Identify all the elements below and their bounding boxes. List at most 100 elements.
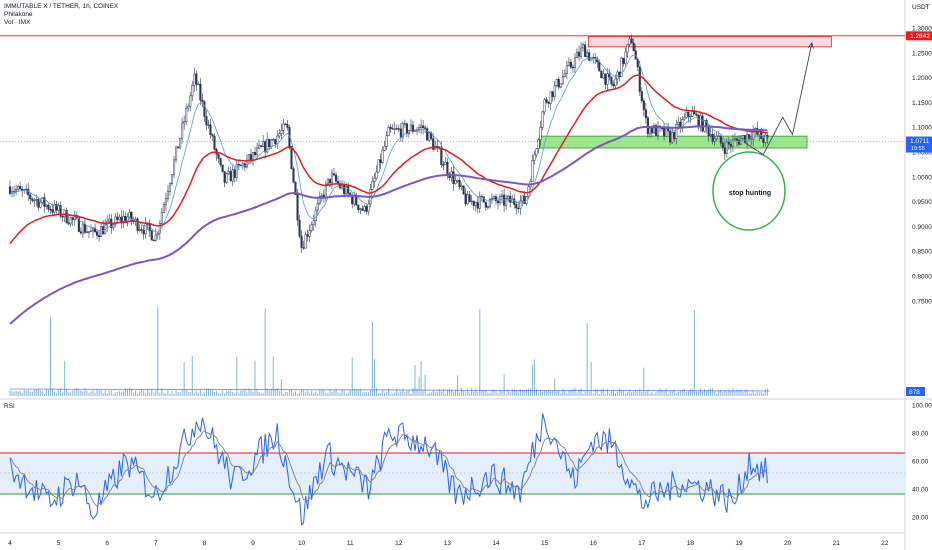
volume-bar — [39, 390, 41, 396]
volume-bar — [303, 390, 305, 396]
volume-bar — [643, 367, 645, 396]
volume-bar — [629, 389, 631, 396]
volume-bar — [384, 392, 386, 396]
candle-body — [535, 148, 538, 156]
candle-body — [428, 132, 431, 141]
volume-bar — [37, 388, 39, 396]
volume-bar — [295, 391, 297, 396]
volume-bar — [331, 391, 333, 396]
volume-bar — [420, 361, 422, 396]
volume-bar — [242, 390, 244, 396]
volume-bar — [153, 392, 155, 396]
volume-bar — [240, 390, 242, 396]
volume-bar — [724, 390, 726, 396]
volume-bar — [390, 393, 392, 396]
candle-body — [278, 133, 281, 137]
candle-body — [701, 115, 704, 132]
candle-body — [478, 195, 481, 209]
volume-bar — [689, 388, 691, 396]
candle-body — [225, 173, 228, 183]
volume-bar — [404, 392, 406, 396]
candle-body — [130, 211, 133, 221]
candle-body — [626, 44, 629, 53]
volume-bar — [730, 390, 732, 396]
volume-bar — [442, 389, 444, 396]
candle-body — [100, 226, 103, 238]
time-tick-label: 8 — [203, 540, 207, 547]
volume-bar — [418, 376, 420, 396]
volume-bar — [23, 389, 25, 396]
volume-bar — [695, 391, 697, 396]
candle-body — [444, 161, 447, 165]
candle-body — [183, 121, 186, 124]
candle-body — [154, 234, 157, 241]
candle-body — [725, 141, 728, 154]
volume-bar — [461, 388, 463, 396]
candle-body — [35, 199, 38, 201]
volume-bar — [232, 391, 234, 396]
volume-bar — [653, 393, 655, 396]
volume-bar — [74, 389, 76, 396]
candle-body — [731, 139, 734, 147]
candle-body — [41, 197, 44, 203]
candle-body — [27, 188, 30, 196]
candle-body — [96, 231, 99, 236]
volume-bar — [469, 392, 471, 396]
time-tick-label: 16 — [590, 540, 598, 547]
candle-body — [733, 138, 737, 141]
candle-body — [351, 195, 354, 205]
volume-bar — [586, 323, 588, 396]
volume-bar — [159, 392, 161, 396]
volume-bar — [349, 389, 351, 396]
candle-body — [559, 83, 562, 88]
candle-body — [191, 84, 194, 97]
volume-bar — [193, 392, 195, 396]
candle-body — [391, 128, 394, 130]
volume-bar — [45, 388, 47, 396]
candle-body — [395, 128, 398, 130]
candle-body — [316, 202, 319, 211]
volume-bar — [216, 391, 218, 396]
candle-body — [332, 173, 336, 176]
volume-bar — [262, 393, 264, 396]
volume-bar — [311, 390, 313, 396]
candle-body — [79, 231, 82, 234]
volume-bar — [82, 391, 84, 396]
volume-bar — [748, 392, 750, 396]
volume-bar — [521, 390, 523, 396]
candle-body — [677, 121, 680, 125]
volume-bar — [197, 392, 199, 396]
time-tick-label: 22 — [881, 540, 889, 547]
volume-ma-line — [9, 388, 771, 392]
candle-body — [175, 146, 178, 161]
candle-body — [723, 147, 726, 154]
time-tick-label: 18 — [687, 540, 695, 547]
candle-body — [717, 135, 720, 137]
candle-body — [251, 152, 255, 160]
projection-line — [743, 42, 813, 156]
volume-bar — [495, 390, 497, 396]
volume-bar — [700, 388, 702, 396]
volume-bar — [137, 393, 139, 396]
volume-bar — [386, 391, 388, 396]
candle-body — [569, 61, 572, 68]
volume-bar — [596, 389, 598, 396]
candle-body — [563, 73, 566, 77]
volume-bar — [96, 389, 98, 396]
volume-bar — [756, 391, 758, 396]
candle-body — [606, 73, 609, 85]
rsi-indicator-label: RSI — [4, 403, 15, 410]
volume-bar — [430, 392, 432, 396]
volume-bar — [11, 391, 13, 396]
candle-body — [397, 128, 400, 130]
resistance-price-tag — [906, 31, 932, 41]
price-tick-label: 1.0000 — [912, 174, 932, 181]
candle-body — [584, 44, 587, 58]
volume-bar — [270, 389, 272, 396]
candle-body — [634, 50, 637, 60]
time-tick-label: 15 — [541, 540, 549, 547]
volume-bar — [98, 389, 100, 396]
volume-bar — [760, 392, 762, 396]
candle-body — [711, 133, 714, 142]
